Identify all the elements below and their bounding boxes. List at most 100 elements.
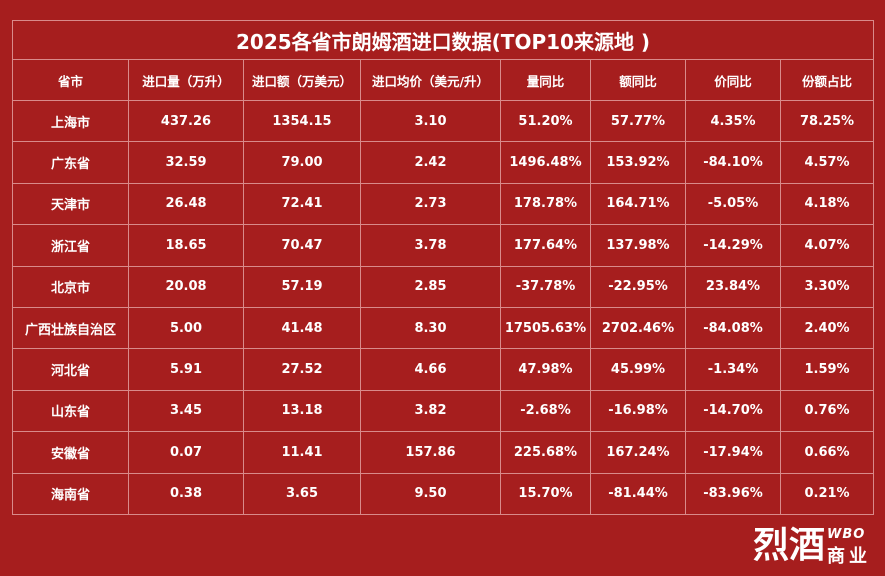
table-cell: 天津市 — [12, 182, 129, 226]
table-cell: 2.42 — [360, 141, 501, 184]
table-cell: 2.85 — [360, 265, 501, 308]
table-cell: 167.24% — [590, 431, 686, 474]
table-row: 上海市 437.26 1354.15 3.10 51.20% 57.77% 4.35% 78.… — [12, 99, 875, 143]
header-cell: 省市 — [12, 59, 129, 101]
logo-badge: WBO — [827, 527, 866, 542]
table-row: 河北省 5.91 27.52 4.66 47.98% 45.99% -1.34% 1.59% — [12, 348, 875, 391]
data-table: 2025各省市朗姆酒进口数据(TOP10来源地 ) 省市 进口量（万升） 进口额（万… — [11, 20, 875, 516]
header-cell: 量同比 — [500, 59, 591, 101]
table-cell: 225.68% — [500, 431, 591, 474]
header-cell: 份额占比 — [779, 59, 875, 101]
table-cell: 北京市 — [12, 265, 129, 308]
table-row: 天津市 26.48 72.41 2.73 178.78% 164.71% -5.05% 4.1… — [12, 182, 875, 226]
table-cell: 51.20% — [500, 99, 591, 143]
table-row: 海南省 0.38 3.65 9.50 15.70% -81.44% -83.96% 0.21% — [12, 472, 875, 516]
table-cell: 177.64% — [500, 224, 591, 267]
table-cell: 5.91 — [128, 348, 244, 391]
table-cell: 浙江省 — [12, 224, 129, 267]
table-cell: -14.70% — [685, 389, 781, 433]
table-cell: -14.29% — [685, 224, 781, 267]
table-cell: 23.84% — [685, 265, 781, 308]
table-cell: 4.57% — [779, 141, 875, 184]
table-cell: 4.18% — [779, 182, 875, 226]
table-cell: 2702.46% — [590, 306, 686, 350]
table-row: 广东省 32.59 79.00 2.42 1496.48% 153.92% -84.10% 4… — [12, 141, 875, 184]
logo: 烈酒 WBO 商业 — [753, 516, 871, 568]
table-cell: 178.78% — [500, 182, 591, 226]
table-cell: 1354.15 — [243, 99, 361, 143]
table-cell: 1496.48% — [500, 141, 591, 184]
table-cell: 3.45 — [128, 389, 244, 433]
table-row: 北京市 20.08 57.19 2.85 -37.78% -22.95% 23.84% 3.3… — [12, 265, 875, 308]
logo-main: 烈酒 — [752, 524, 825, 566]
header-cell: 进口额（万美元） — [243, 59, 361, 101]
table-cell: 78.25% — [779, 99, 875, 143]
table-cell: 8.30 — [360, 306, 501, 350]
table-row: 浙江省 18.65 70.47 3.78 177.64% 137.98% -14.29% 4.… — [12, 224, 875, 267]
table-cell: 27.52 — [243, 348, 361, 391]
table-cell: 153.92% — [590, 141, 686, 184]
table-cell: 2.40% — [779, 306, 875, 350]
table-cell: 18.65 — [128, 224, 244, 267]
table-cell: 17505.63% — [500, 306, 591, 350]
table-cell: 164.71% — [590, 182, 686, 226]
table-cell: 0.21% — [779, 472, 875, 516]
header-cell: 额同比 — [590, 59, 686, 101]
table-row: 安徽省 0.07 11.41 157.86 225.68% 167.24% -17.94% 0… — [12, 431, 875, 474]
table-cell: 20.08 — [128, 265, 244, 308]
table-cell: -17.94% — [685, 431, 781, 474]
table-cell: 79.00 — [243, 141, 361, 184]
table-cell: 3.10 — [360, 99, 501, 143]
table-cell: 0.07 — [128, 431, 244, 474]
table-cell: 70.47 — [243, 224, 361, 267]
header-row: 省市 进口量（万升） 进口额（万美元） 进口均价（美元/升） 量同比 额同比 价同比 份额占比 — [12, 59, 875, 101]
table-cell: 3.82 — [360, 389, 501, 433]
table-cell: 3.30% — [779, 265, 875, 308]
table-cell: 3.65 — [243, 472, 361, 516]
table-cell: 山东省 — [12, 389, 129, 433]
table-cell: 45.99% — [590, 348, 686, 391]
logo-side: WBO 商业 — [827, 527, 871, 568]
logo-tail: 商业 — [827, 546, 871, 567]
table-cell: 5.00 — [128, 306, 244, 350]
table-cell: -81.44% — [590, 472, 686, 516]
table-cell: 11.41 — [243, 431, 361, 474]
table-cell: 0.66% — [779, 431, 875, 474]
table-cell: 广东省 — [12, 141, 129, 184]
header-cell: 价同比 — [685, 59, 781, 101]
table-cell: 26.48 — [128, 182, 244, 226]
table-cell: 57.19 — [243, 265, 361, 308]
table-cell: 9.50 — [360, 472, 501, 516]
table-cell: 安徽省 — [12, 431, 129, 474]
table-cell: -22.95% — [590, 265, 686, 308]
table-cell: 2.73 — [360, 182, 501, 226]
table-cell: -83.96% — [685, 472, 781, 516]
table-cell: -5.05% — [685, 182, 781, 226]
table-cell: 4.07% — [779, 224, 875, 267]
table-body: 上海市 437.26 1354.15 3.10 51.20% 57.77% 4.35% 78.… — [12, 99, 875, 516]
table-cell: 437.26 — [128, 99, 244, 143]
table-cell: 47.98% — [500, 348, 591, 391]
table-cell: 0.38 — [128, 472, 244, 516]
table-cell: 13.18 — [243, 389, 361, 433]
table-cell: -37.78% — [500, 265, 591, 308]
table-cell: 57.77% — [590, 99, 686, 143]
table-cell: 157.86 — [360, 431, 501, 474]
table-row: 山东省 3.45 13.18 3.82 -2.68% -16.98% -14.70% 0.76… — [12, 389, 875, 433]
table-cell: 海南省 — [12, 472, 129, 516]
table-cell: -84.10% — [685, 141, 781, 184]
table-cell: 4.35% — [685, 99, 781, 143]
table-cell: 15.70% — [500, 472, 591, 516]
table-cell: 河北省 — [12, 348, 129, 391]
table-cell: 32.59 — [128, 141, 244, 184]
table-cell: 137.98% — [590, 224, 686, 267]
table-cell: 41.48 — [243, 306, 361, 350]
table-cell: 4.66 — [360, 348, 501, 391]
table-row: 广西壮族自治区 5.00 41.48 8.30 17505.63% 2702.46% -84… — [12, 306, 875, 350]
table-cell: 72.41 — [243, 182, 361, 226]
table-cell: -2.68% — [500, 389, 591, 433]
table-cell: 1.59% — [779, 348, 875, 391]
header-cell: 进口量（万升） — [128, 59, 244, 101]
table-cell: 广西壮族自治区 — [12, 306, 129, 350]
